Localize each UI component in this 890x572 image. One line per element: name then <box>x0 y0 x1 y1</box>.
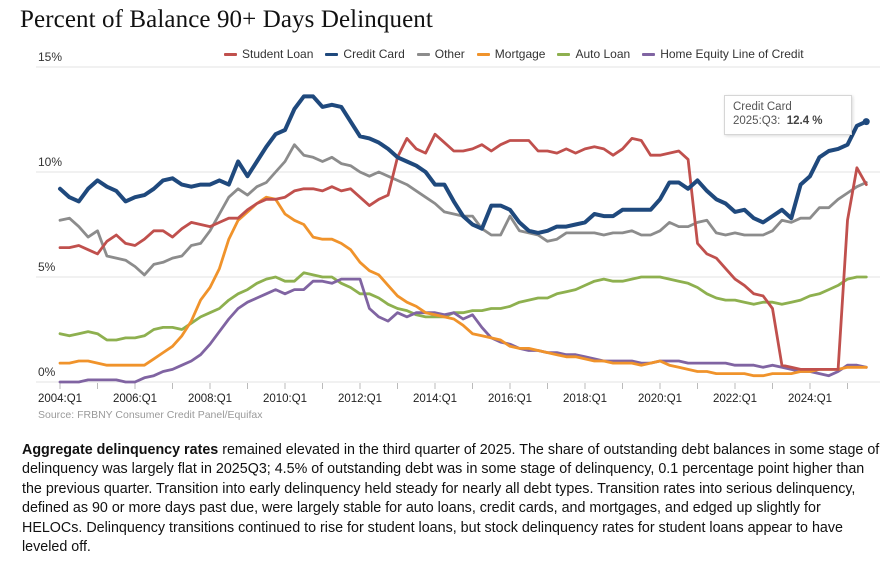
legend-label: Home Equity Line of Credit <box>660 47 804 61</box>
chart-tooltip: Credit Card 2025:Q3: 12.4 % <box>724 95 852 135</box>
legend-label: Other <box>434 47 465 61</box>
tooltip-series: Credit Card <box>733 101 792 113</box>
series-line-mortgage[interactable] <box>58 195 868 378</box>
x-tick-label: 2012:Q1 <box>338 393 382 405</box>
y-axis: 0% 5% 10% 15% <box>38 50 62 379</box>
series-line-auto-loan[interactable] <box>58 271 868 342</box>
chart-title: Percent of Balance 90+ Days Delinquent <box>20 6 433 33</box>
x-tick-label: 2010:Q1 <box>263 393 307 405</box>
series-lines <box>58 94 870 384</box>
x-tick-label: 2006:Q1 <box>113 393 157 405</box>
legend-item-auto-loan[interactable]: Auto Loan <box>557 47 630 61</box>
legend-item-credit-card[interactable]: Credit Card <box>325 47 405 61</box>
chart-source: Source: FRBNY Consumer Credit Panel/Equi… <box>38 409 263 421</box>
y-tick-label: 0% <box>38 365 56 379</box>
x-tick-label: 2014:Q1 <box>413 393 457 405</box>
y-tick-label: 15% <box>38 50 62 64</box>
legend-swatch <box>416 52 430 56</box>
line-chart: 0%5%10%15% 2004:Q1 2006:Q1 2008:Q1 2010:Q1 2… <box>36 50 880 405</box>
series-line-credit-card[interactable] <box>58 94 869 235</box>
x-tick-label: 2004:Q1 <box>38 393 82 405</box>
x-tick-label: 2016:Q1 <box>488 393 532 405</box>
legend-swatch <box>224 52 237 56</box>
legend-swatch <box>325 52 339 56</box>
x-tick-label: 2024:Q1 <box>788 393 832 405</box>
legend-swatch <box>642 52 656 56</box>
legend-item-student-loan[interactable]: Student Loan <box>224 47 313 61</box>
legend-item-other[interactable]: Other <box>416 47 465 61</box>
tooltip-value-row: 2025:Q3: 12.4 % <box>733 114 843 128</box>
x-axis: 2004:Q1 2006:Q1 2008:Q1 2010:Q1 2012:Q1 2014:… <box>38 383 848 405</box>
tooltip-value: 12.4 % <box>786 115 823 127</box>
gridlines <box>36 66 880 383</box>
tooltip-period: 2025:Q3: <box>733 115 781 127</box>
y-tick-label: 5% <box>38 260 56 274</box>
tooltip-marker[interactable] <box>862 118 870 126</box>
summary-text: remained elevated in the third quarter o… <box>22 442 880 556</box>
x-tick-label: 2020:Q1 <box>638 393 682 405</box>
x-tick-label: 2022:Q1 <box>713 393 757 405</box>
legend-label: Student Loan <box>242 47 314 61</box>
x-tick-label: 2018:Q1 <box>563 393 607 405</box>
legend-item-home-equity-line-of-credit[interactable]: Home Equity Line of Credit <box>642 47 804 61</box>
y-tick-label: 10% <box>38 155 62 169</box>
summary-paragraph: Aggregate delinquency rates remained ele… <box>22 441 882 557</box>
chart-legend: Student Loan Credit Card Other Mortgage Auto… <box>224 47 804 61</box>
legend-swatch <box>557 52 571 56</box>
legend-item-mortgage[interactable]: Mortgage <box>476 47 546 61</box>
legend-label: Credit Card <box>343 47 405 61</box>
legend-label: Auto Loan <box>575 47 631 61</box>
legend-swatch <box>476 52 490 56</box>
series-line-student-loan[interactable] <box>58 132 868 371</box>
legend-label: Mortgage <box>494 47 546 61</box>
x-tick-label: 2008:Q1 <box>188 393 232 405</box>
summary-bold-lead: Aggregate delinquency rates <box>22 442 219 458</box>
series-line-home-equity-line-of-credit[interactable] <box>58 277 868 384</box>
